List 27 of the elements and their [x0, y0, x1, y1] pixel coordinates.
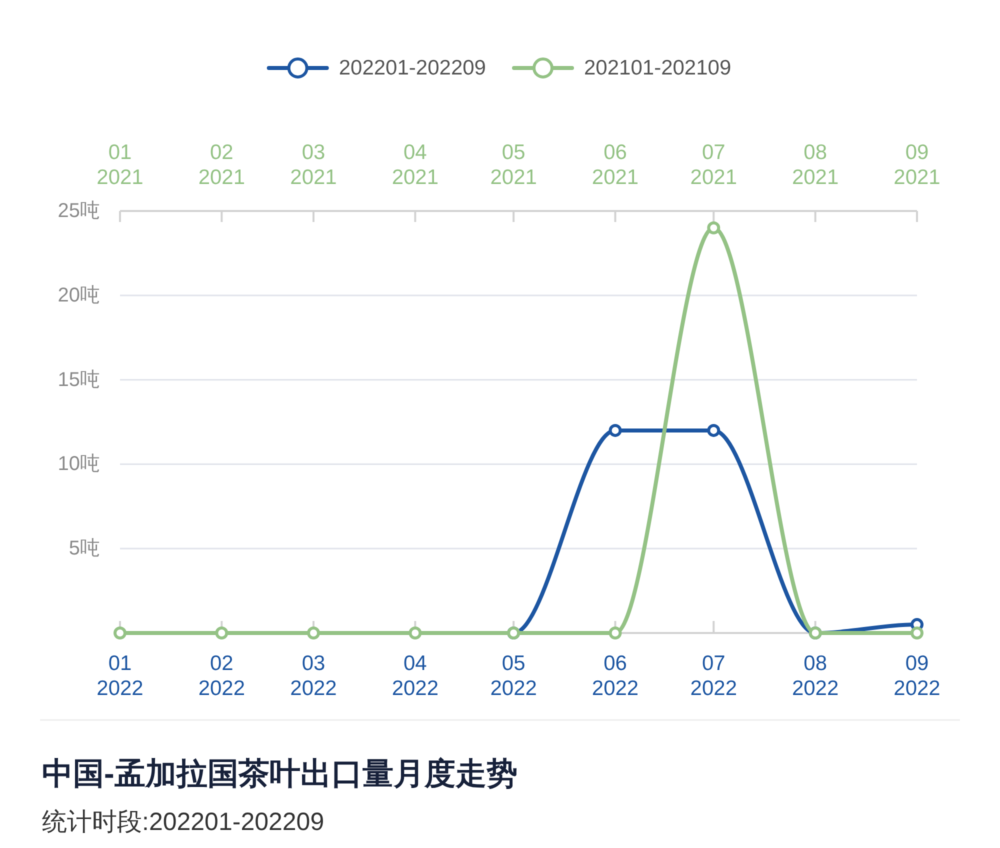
x-tick-label: 07 2022 — [690, 652, 738, 700]
x-tick-label: 03 2022 — [290, 652, 337, 700]
x2-tick-label: 07 2021 — [690, 141, 738, 189]
x2-tick-label: 06 2021 — [592, 141, 639, 189]
x2-tick-label: 08 2021 — [792, 141, 839, 189]
y-tick-label: 15吨 — [58, 368, 100, 391]
x2-tick-label: 02 2021 — [198, 141, 246, 189]
legend-label: 202101-202109 — [584, 56, 732, 80]
legend-label: 202201-202209 — [338, 56, 486, 80]
x2-tick-label: 04 2021 — [392, 141, 439, 189]
x-tick-label: 06 2022 — [592, 652, 639, 700]
text: 统计时段:202201-202209 — [42, 808, 324, 836]
x-tick-label: 09 2022 — [894, 652, 940, 700]
x2-tick-label: 05 2021 — [490, 141, 537, 189]
x-tick-label: 08 2022 — [792, 652, 839, 700]
y-tick-label: 10吨 — [58, 453, 100, 476]
x-tick-label: 01 2022 — [96, 652, 144, 700]
x2-tick-label: 03 2021 — [290, 141, 337, 189]
x2-tick-label: 09 2021 — [894, 141, 940, 189]
x-tick-label: 04 2022 — [392, 652, 439, 700]
text: 中国-孟加拉国茶叶出口量月度走势 — [42, 756, 518, 791]
x-tick-label: 02 2022 — [198, 652, 246, 700]
y-tick-label: 20吨 — [58, 284, 100, 306]
x-tick-label: 05 2022 — [490, 652, 537, 700]
x2-tick-label: 01 2021 — [96, 141, 144, 189]
y-tick-label: 5吨 — [68, 538, 100, 560]
y-tick-label: 25吨 — [58, 200, 100, 222]
